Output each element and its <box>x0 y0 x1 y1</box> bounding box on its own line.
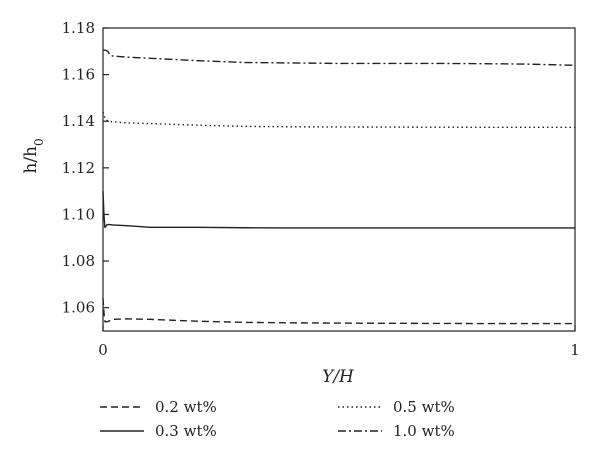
series-line-1 <box>102 298 575 325</box>
legend-entry: 0.2 wt% <box>100 398 217 416</box>
legend-label: 1.0 wt% <box>393 422 455 440</box>
legend-label: 0.5 wt% <box>393 398 455 416</box>
axis-ticks: 1.06 1.08 1.10 1.12 1.14 1.16 1.18 0 1 <box>62 19 580 359</box>
y-tick-label: 1.16 <box>62 66 95 84</box>
plot-border <box>102 27 576 332</box>
series-layer <box>102 49 576 325</box>
legend-entry: 0.3 wt% <box>100 422 217 440</box>
y-tick-label: 1.10 <box>62 205 95 223</box>
plot-area <box>102 27 576 332</box>
legend-entry: 0.5 wt% <box>338 398 455 416</box>
legend: 0.2 wt% 0.5 wt% 0.3 wt% 1.0 wt% <box>100 398 455 440</box>
y-axis-label-subscript: 0 <box>32 138 46 146</box>
y-tick-label: 1.14 <box>62 112 95 130</box>
y-axis-label-main: h/h <box>21 146 41 174</box>
y-tick-label: 1.06 <box>62 299 95 317</box>
y-tick-label: 1.18 <box>62 19 95 37</box>
y-axis-label: h/h0 <box>21 138 46 173</box>
y-tick-label: 1.08 <box>62 252 95 270</box>
legend-label: 0.3 wt% <box>155 422 217 440</box>
legend-label: 0.2 wt% <box>155 398 217 416</box>
x-tick-label: 1 <box>570 341 580 359</box>
legend-entry: 1.0 wt% <box>338 422 455 440</box>
series-line-3 <box>102 191 575 229</box>
x-tick-label: 0 <box>98 341 108 359</box>
series-line-2 <box>102 111 575 128</box>
y-tick-label: 1.12 <box>62 159 95 177</box>
series-line-4 <box>103 49 576 66</box>
x-axis-label: Y/H <box>322 367 355 387</box>
